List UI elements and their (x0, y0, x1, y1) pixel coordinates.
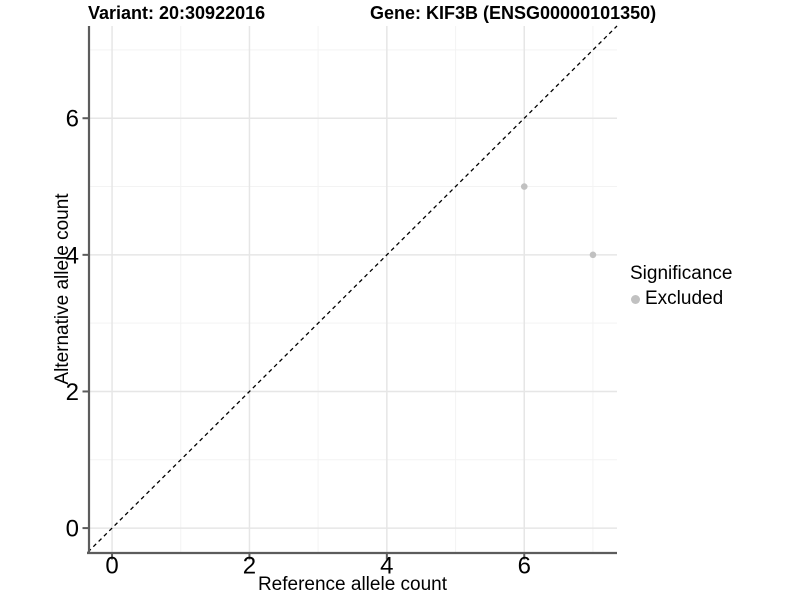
legend-item: Excluded (630, 288, 732, 310)
x-tick-label: 2 (243, 553, 256, 580)
plot-title-variant: Variant: 20:30922016 (88, 3, 266, 23)
data-point (589, 251, 597, 259)
legend: Significance Excluded (630, 263, 732, 310)
y-tick-label: 4 (66, 242, 79, 269)
y-tick-label: 2 (66, 379, 79, 406)
x-tick-label: 4 (380, 553, 393, 580)
legend-point-icon (631, 294, 640, 304)
x-axis-title: Reference allele count (257, 574, 448, 595)
y-tick-label: 0 (66, 516, 79, 543)
legend-title: Significance (630, 263, 733, 284)
x-tick-label: 0 (105, 553, 118, 580)
plot-title-gene: Gene: KIF3B (ENSG00000101350) (370, 3, 657, 23)
x-tick-label: 6 (518, 553, 531, 580)
y-tick-label: 6 (66, 106, 79, 133)
data-point (520, 183, 528, 190)
legend-item-label: Excluded (645, 288, 724, 309)
identity-dashed-line (87, 25, 618, 553)
y-axis-title: Alternative allele count (52, 193, 73, 385)
